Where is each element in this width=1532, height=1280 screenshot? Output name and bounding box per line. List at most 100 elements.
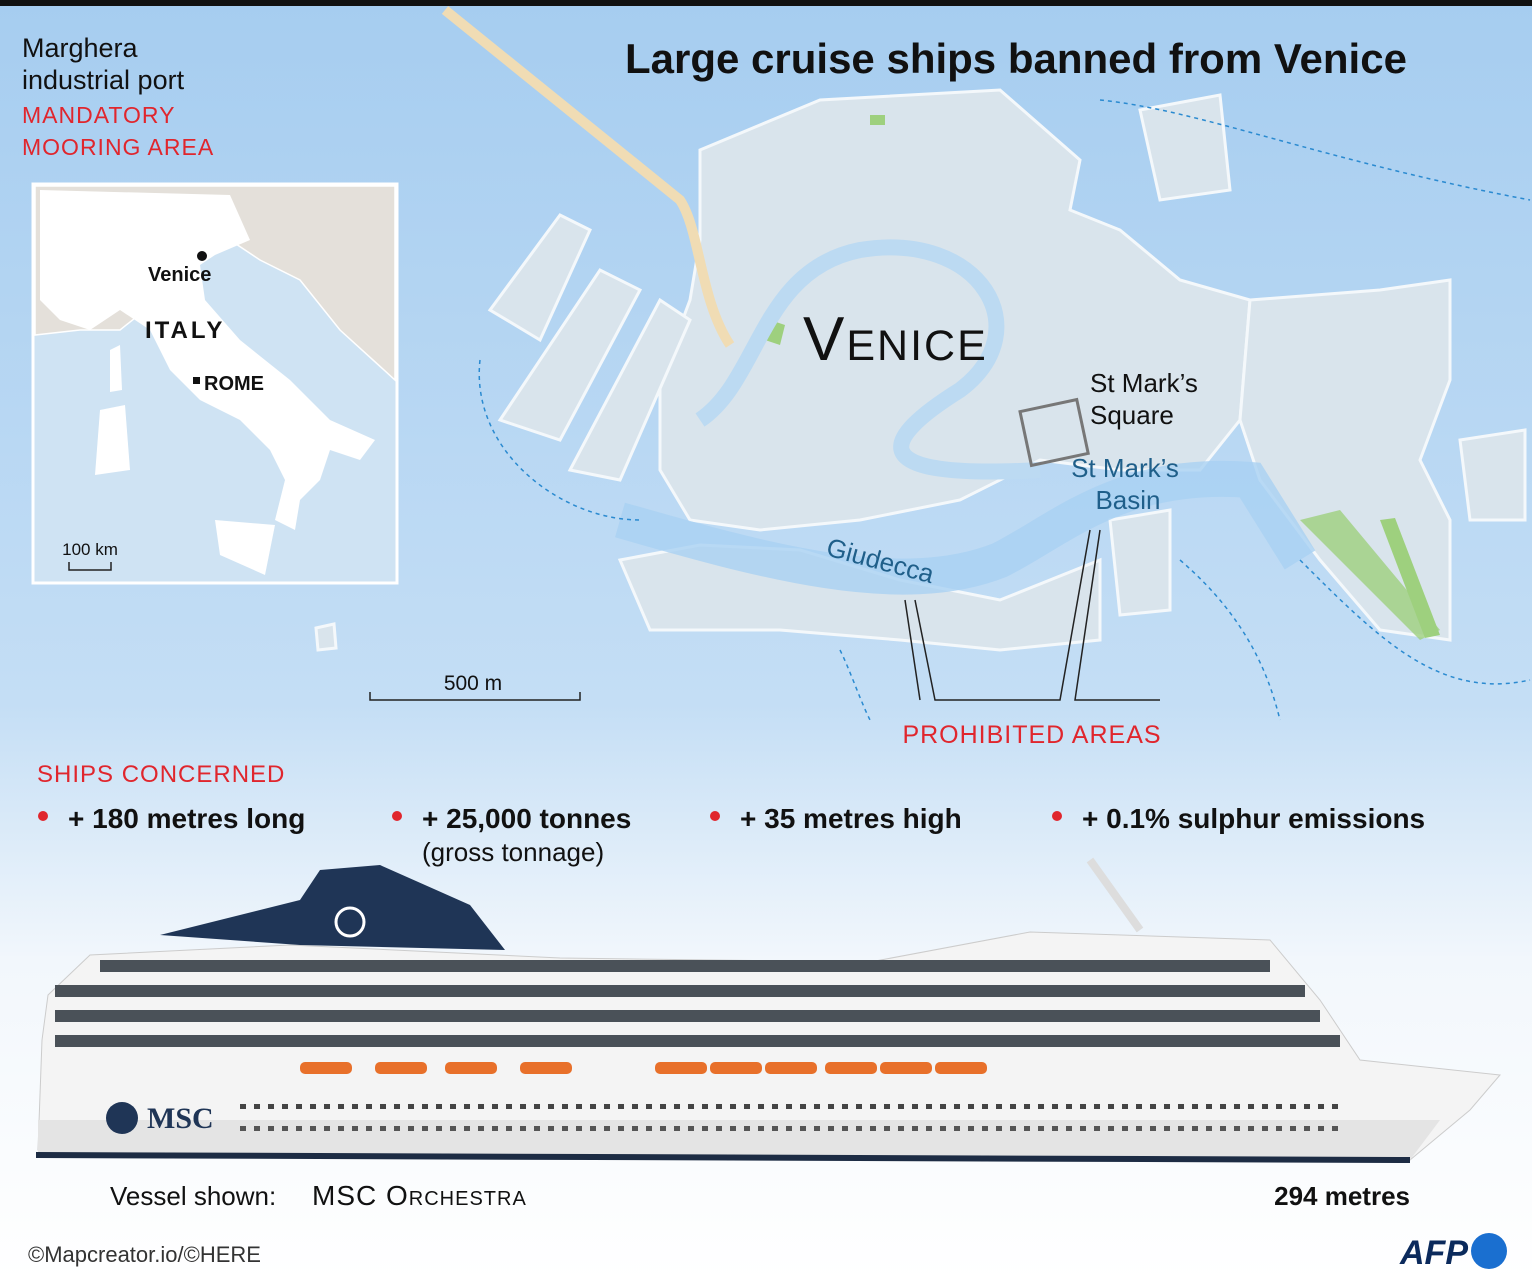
porthole: [1178, 1126, 1184, 1131]
porthole: [464, 1126, 470, 1131]
porthole: [1122, 1104, 1128, 1109]
porthole: [1262, 1104, 1268, 1109]
corsica: [110, 345, 122, 392]
porthole: [1178, 1104, 1184, 1109]
porthole: [240, 1104, 246, 1109]
deck-windows: [55, 1010, 1320, 1022]
lifeboat: [520, 1062, 572, 1074]
criteria-heading: SHIPS CONCERNED: [37, 761, 285, 788]
porthole: [1024, 1126, 1030, 1131]
agency-logo: AFP: [1399, 1234, 1468, 1272]
lifeboat: [935, 1062, 987, 1074]
porthole: [618, 1104, 624, 1109]
porthole: [352, 1104, 358, 1109]
sant-elena: [1458, 428, 1527, 522]
venice-dot: [197, 251, 207, 261]
lifeboat: [710, 1062, 762, 1074]
porthole: [506, 1104, 512, 1109]
leader-lines: [904, 529, 1160, 701]
credit: ©Mapcreator.io/©HERE: [28, 1242, 261, 1267]
mooring-label: MOORING AREA: [22, 134, 214, 160]
porthole: [1080, 1104, 1086, 1109]
park: [870, 115, 885, 125]
porthole: [310, 1126, 316, 1131]
porthole: [1024, 1104, 1030, 1109]
porthole: [1290, 1126, 1296, 1131]
porthole: [912, 1126, 918, 1131]
porthole: [800, 1104, 806, 1109]
porthole: [996, 1104, 1002, 1109]
rome-marker: [193, 377, 200, 384]
porthole: [408, 1126, 414, 1131]
porthole: [450, 1126, 456, 1131]
porthole: [436, 1126, 442, 1131]
porthole: [1318, 1126, 1324, 1131]
inset-capital: ROME: [204, 373, 264, 395]
ship: MSC: [35, 857, 1501, 1163]
grand-canal: [695, 239, 1041, 480]
deck-windows: [55, 1035, 1340, 1047]
porthole: [1192, 1104, 1198, 1109]
lifeboat: [765, 1062, 817, 1074]
porthole: [758, 1126, 764, 1131]
port-label: industrial port: [22, 65, 185, 95]
porthole: [716, 1126, 722, 1131]
square-label: St Mark’s: [1090, 368, 1198, 398]
porthole: [660, 1104, 666, 1109]
porthole: [1164, 1104, 1170, 1109]
porthole: [1010, 1104, 1016, 1109]
porthole: [884, 1104, 890, 1109]
porthole: [1192, 1126, 1198, 1131]
porthole: [744, 1126, 750, 1131]
porthole: [912, 1104, 918, 1109]
criteria-list: + 180 metres long + 25,000 tonnes(gross t…: [38, 803, 1425, 867]
decks: [55, 960, 1340, 1131]
porthole: [1094, 1126, 1100, 1131]
italy: [40, 190, 375, 530]
porthole: [576, 1104, 582, 1109]
mast: [1086, 857, 1144, 933]
porthole: [1248, 1126, 1254, 1131]
porthole: [562, 1104, 568, 1109]
porthole: [1136, 1104, 1142, 1109]
porthole: [1234, 1104, 1240, 1109]
porthole: [1052, 1126, 1058, 1131]
porthole: [618, 1126, 624, 1131]
top-rule: [0, 0, 1532, 6]
porthole: [534, 1126, 540, 1131]
criterion: + 180 metres long: [68, 803, 305, 834]
porthole: [786, 1126, 792, 1131]
inset-venice: Venice: [148, 264, 211, 286]
porthole: [1220, 1104, 1226, 1109]
porthole: [338, 1104, 344, 1109]
porthole: [688, 1126, 694, 1131]
porthole: [1164, 1126, 1170, 1131]
mooring-label: MANDATORY: [22, 102, 175, 128]
porthole: [1066, 1126, 1072, 1131]
porthole: [814, 1104, 820, 1109]
bullet: [1052, 811, 1062, 821]
porthole: [520, 1126, 526, 1131]
bullet: [38, 811, 48, 821]
porthole: [842, 1104, 848, 1109]
porthole: [898, 1126, 904, 1131]
basin-label: St Mark’s: [1071, 453, 1179, 483]
porthole: [870, 1126, 876, 1131]
porthole: [492, 1126, 498, 1131]
porthole: [1332, 1104, 1338, 1109]
porthole: [856, 1126, 862, 1131]
porthole: [982, 1104, 988, 1109]
agency-dot: [1471, 1233, 1507, 1269]
porthole: [492, 1104, 498, 1109]
porthole: [506, 1126, 512, 1131]
porthole: [268, 1126, 274, 1131]
porthole: [422, 1104, 428, 1109]
porthole: [534, 1104, 540, 1109]
porthole: [324, 1126, 330, 1131]
porthole: [730, 1104, 736, 1109]
inset-country: ITALY: [145, 317, 225, 344]
porthole: [870, 1104, 876, 1109]
inset-scale-bar: [68, 562, 112, 571]
porthole: [478, 1104, 484, 1109]
